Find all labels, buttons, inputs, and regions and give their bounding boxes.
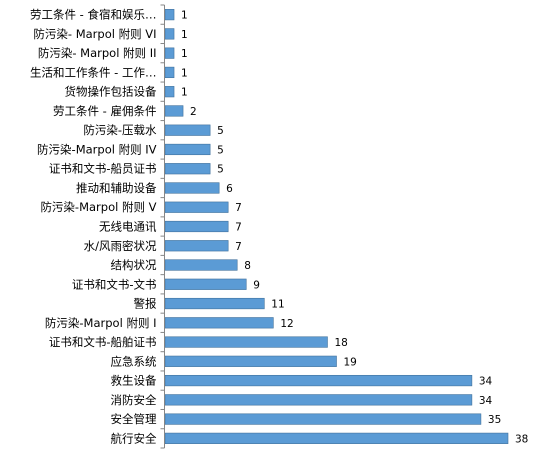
category-labels-layer: 劳工条件 - 食宿和娱乐… 防污染- Marpol 附则 VI 防污染- Marpo… <box>30 8 157 446</box>
bar <box>164 220 229 233</box>
bar <box>164 201 229 213</box>
category-label: 水/风雨密状况 <box>84 239 157 253</box>
category-label: 劳工条件 - 食宿和娱乐… <box>30 8 156 22</box>
data-label: 11 <box>271 299 284 311</box>
category-label: 防污染-Marpol 附则 V <box>40 200 156 214</box>
data-label: 1 <box>181 10 188 22</box>
data-label: 12 <box>280 318 293 330</box>
category-label: 证书和文书-文书 <box>72 277 157 291</box>
category-label: 航行安全 <box>111 431 157 445</box>
bar <box>164 413 482 425</box>
bar <box>164 105 184 117</box>
bar <box>164 355 337 367</box>
bar <box>164 297 265 310</box>
data-label: 1 <box>181 87 188 99</box>
data-label: 2 <box>190 106 197 118</box>
bar <box>164 432 509 444</box>
data-label: 18 <box>334 337 347 349</box>
bar <box>164 163 211 175</box>
bar <box>164 143 211 156</box>
bar <box>164 9 175 21</box>
bar <box>164 28 175 40</box>
data-label: 38 <box>515 433 528 445</box>
data-label: 9 <box>253 279 260 291</box>
bar <box>164 124 211 136</box>
bar <box>164 374 473 387</box>
category-label: 生活和工作条件 - 工作… <box>30 65 156 79</box>
data-label: 1 <box>181 29 188 41</box>
data-label: 7 <box>235 222 242 234</box>
bars-layer <box>164 9 509 444</box>
category-label: 证书和文书-船舶证书 <box>49 335 157 349</box>
category-label: 安全管理 <box>111 412 157 426</box>
category-label: 消防安全 <box>111 393 157 407</box>
data-label: 1 <box>181 48 188 60</box>
category-label: 救生设备 <box>111 374 157 388</box>
category-label: 防污染- Marpol 附则 II <box>38 46 157 60</box>
category-label: 无线电通讯 <box>99 220 157 234</box>
bar <box>164 240 229 252</box>
bar <box>164 66 175 79</box>
data-label: 5 <box>217 144 224 156</box>
data-label: 34 <box>479 395 493 407</box>
category-label: 防污染-Marpol 附则 IV <box>37 142 157 156</box>
category-label: 防污染-Marpol 附则 I <box>45 316 157 330</box>
bar <box>164 86 175 98</box>
bar <box>164 47 175 59</box>
category-label: 结构状况 <box>111 258 157 272</box>
bar <box>164 259 238 271</box>
bar <box>164 336 328 348</box>
data-label: 35 <box>488 414 501 426</box>
data-label: 6 <box>226 183 233 195</box>
data-label: 8 <box>244 260 251 272</box>
data-label: 5 <box>217 164 224 176</box>
category-label: 警报 <box>134 297 157 311</box>
category-label: 货物操作包括设备 <box>65 85 157 99</box>
data-label: 7 <box>235 241 242 253</box>
category-label: 证书和文书-船员证书 <box>49 162 157 176</box>
category-label: 劳工条件 - 雇佣条件 <box>53 104 156 118</box>
data-label: 5 <box>217 125 224 137</box>
category-label: 防污染- Marpol 附则 VI <box>33 27 156 41</box>
data-label: 19 <box>344 356 357 368</box>
category-label: 应急系统 <box>111 354 157 368</box>
data-label: 7 <box>235 202 242 214</box>
data-label: 1 <box>181 67 188 79</box>
bar <box>164 394 473 406</box>
bar <box>164 278 247 290</box>
data-label: 34 <box>479 376 493 388</box>
category-label: 防污染-压载水 <box>83 123 157 137</box>
axis-layer <box>160 4 165 449</box>
bar <box>164 182 220 194</box>
category-label: 推动和辅助设备 <box>76 181 157 195</box>
bar <box>164 317 274 329</box>
